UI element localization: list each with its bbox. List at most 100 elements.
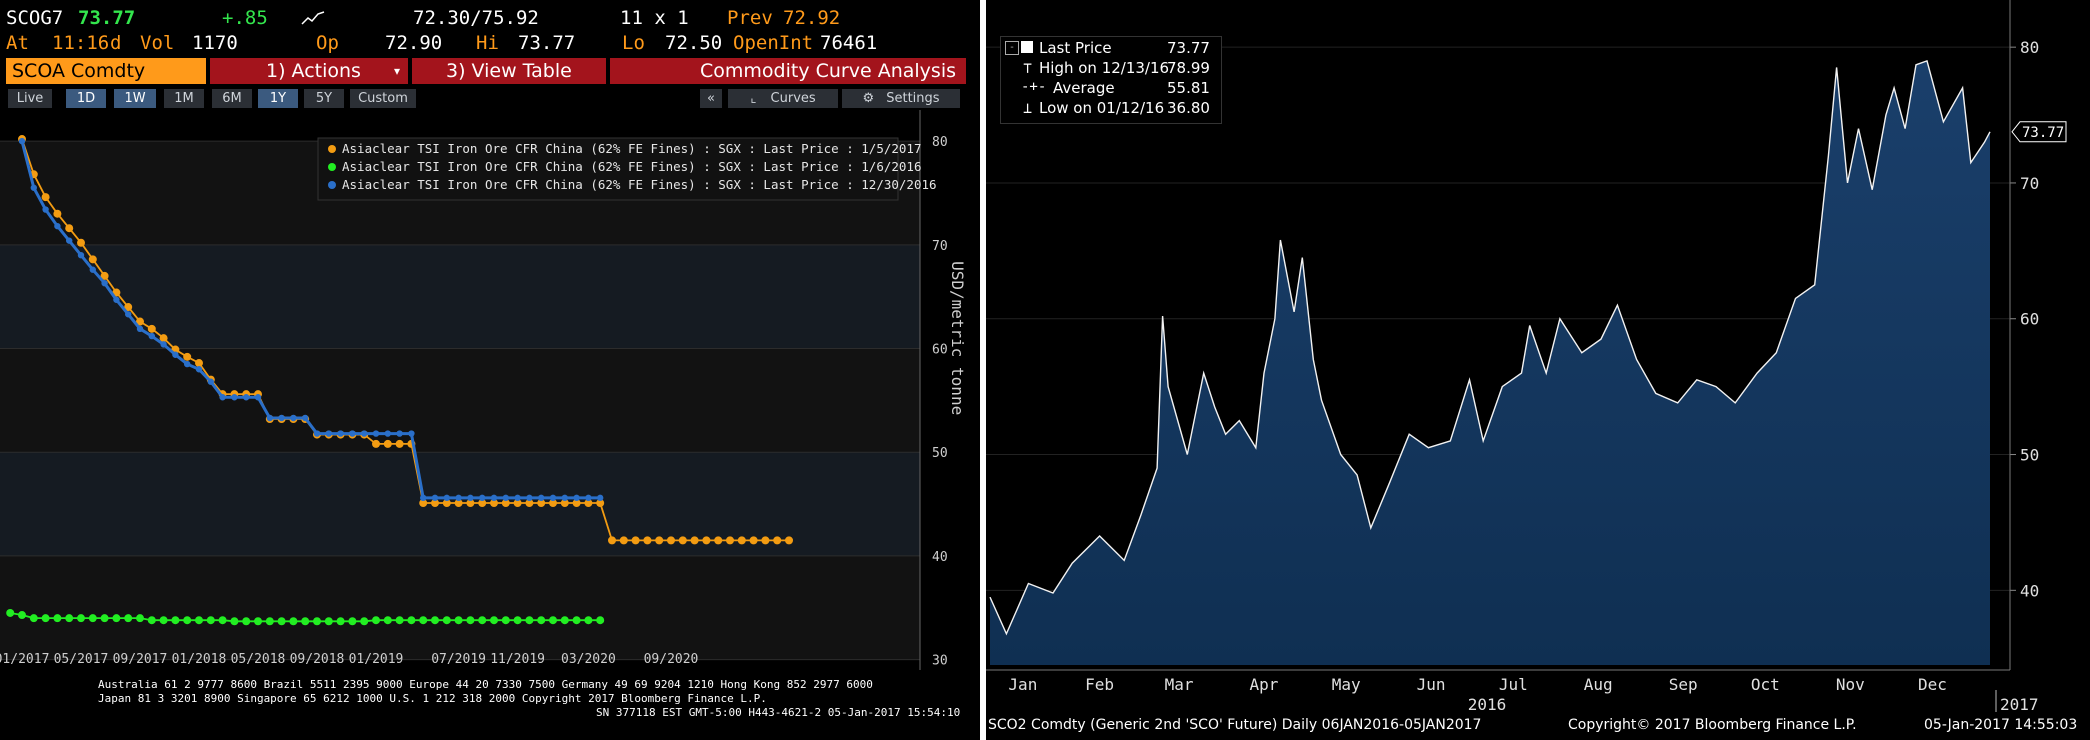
curves-button[interactable]: ⌞ Curves <box>728 89 838 108</box>
point-curve_20161230-48 <box>585 494 592 502</box>
tab-custom[interactable]: Custom <box>350 89 416 108</box>
point-curve_20170105-4 <box>65 224 74 233</box>
point-curve_20170105-46 <box>560 499 569 508</box>
x-tick-label-8: 11/2019 <box>490 652 545 667</box>
point-curve_20170105-61 <box>737 536 746 545</box>
tab-6m[interactable]: 6M <box>212 89 252 108</box>
x-tick-label-1: 05/2017 <box>54 652 109 667</box>
point-curve_20160106-8 <box>100 614 109 623</box>
collapse-button[interactable]: « <box>700 89 722 108</box>
point-curve_20161230-27 <box>337 430 344 437</box>
point-curve_20161230-34 <box>420 494 427 502</box>
point-curve_20160106-42 <box>501 616 510 625</box>
tab-5y[interactable]: 5Y <box>304 89 344 108</box>
point-curve_20160106-21 <box>254 617 262 626</box>
legend-entry-curve_20170105: Asiaclear TSI Iron Ore CFR China (62% FE… <box>342 141 921 156</box>
point-curve_20160106-37 <box>442 616 451 625</box>
x-month-label-4: May <box>1332 675 1361 694</box>
point-curve_20170105-62 <box>749 536 758 545</box>
tab-live[interactable]: Live <box>8 89 52 108</box>
x-month-label-11: Dec <box>1918 675 1947 694</box>
point-curve_20161230-45 <box>549 494 557 502</box>
point-curve_20170105-14 <box>183 352 192 361</box>
point-curve_20160106-39 <box>466 616 475 625</box>
x-tick-label-5: 09/2018 <box>290 652 345 667</box>
point-curve_20160106-4 <box>53 614 62 623</box>
view-table-button[interactable]: 3) View Table <box>412 58 606 84</box>
point-curve_20161230-39 <box>479 494 486 502</box>
point-curve_20161230-40 <box>490 494 498 502</box>
legend: Asiaclear TSI Iron Ore CFR China (62% FE… <box>317 137 937 201</box>
point-curve_20161230-0 <box>18 137 26 145</box>
tab-1d[interactable]: 1D <box>66 89 106 108</box>
security-description: SCO2 Comdty (Generic 2nd 'SCO' Future) D… <box>988 717 1482 733</box>
point-curve_20170105-37 <box>454 499 463 508</box>
low-label: Lo <box>622 32 645 54</box>
settings-button[interactable]: ⚙ Settings <box>842 89 960 108</box>
legend-entry-curve_20161230: Asiaclear TSI Iron Ore CFR China (62% FE… <box>342 177 937 192</box>
point-curve_20161230-12 <box>160 341 167 348</box>
point-curve_20170105-6 <box>88 255 97 264</box>
collapse-icon[interactable]: - <box>1005 41 1019 55</box>
actions-menu[interactable]: 1) Actions ▾ <box>210 58 408 84</box>
point-curve_20170105-56 <box>678 536 687 545</box>
average-marker-icon: -+- <box>1021 79 1047 95</box>
security-field[interactable]: SCOA Comdty <box>6 58 206 84</box>
point-curve_20170105-54 <box>655 536 664 545</box>
price-history-panel: 40 50 60 70 80 73.77 Jan Feb Mar Apr May Jun Jul Aug S… <box>986 0 2090 740</box>
footer-contacts-1: Australia 61 2 9777 8600 Brazil 5511 239… <box>98 678 873 691</box>
point-curve_20160106-28 <box>336 617 345 626</box>
y-band-2 <box>0 348 920 453</box>
x-tick-label-3: 01/2018 <box>172 652 227 667</box>
y-tick-label-80: 80 <box>932 135 948 150</box>
point-curve_20170105-52 <box>631 536 640 545</box>
last-price-value: 73.77 <box>1167 39 1210 57</box>
point-curve_20170105-49 <box>596 499 605 508</box>
curves-label: Curves <box>770 91 816 106</box>
point-curve_20160106-1 <box>18 611 26 620</box>
x-month-label-8: Sep <box>1669 675 1698 694</box>
tab-1m[interactable]: 1M <box>164 89 204 108</box>
tab-1w[interactable]: 1W <box>114 89 156 108</box>
point-curve_20160106-6 <box>77 614 85 623</box>
day-flag: d <box>110 32 122 54</box>
x-tick-label-6: 01/2019 <box>349 652 404 667</box>
volume-label: Vol <box>140 32 175 54</box>
point-curve_20170105-50 <box>608 536 616 545</box>
y-tick-label-70: 70 <box>932 239 948 254</box>
point-curve_20161230-44 <box>538 494 545 502</box>
ticker: SCOG7 <box>6 7 64 29</box>
tab-1y[interactable]: 1Y <box>258 89 298 108</box>
point-curve_20170105-34 <box>419 499 428 508</box>
point-curve_20170105-45 <box>549 499 557 508</box>
y-tick-label-40: 40 <box>2020 581 2039 600</box>
high-value: 78.99 <box>1167 59 1210 77</box>
point-curve_20160106-48 <box>572 616 581 625</box>
point-curve_20160106-22 <box>265 617 274 626</box>
analysis-title: Commodity Curve Analysis <box>610 58 966 84</box>
point-curve_20161230-9 <box>125 311 132 318</box>
x-month-label-10: Nov <box>1836 675 1865 694</box>
trade-time: 11:16 <box>52 32 110 54</box>
timestamp: 05-Jan-2017 14:55:03 <box>1924 717 2078 733</box>
point-curve_20161230-23 <box>290 414 297 422</box>
point-curve_20170105-3 <box>53 209 62 218</box>
point-curve_20160106-26 <box>313 617 321 626</box>
y-band-0 <box>0 555 920 660</box>
point-curve_20170105-39 <box>478 499 487 508</box>
point-curve_20160106-2 <box>29 614 38 623</box>
last-price-label: Last Price <box>1039 39 1112 57</box>
point-curve_20160106-38 <box>454 616 463 625</box>
high-label: Hi <box>476 32 499 54</box>
point-curve_20160106-36 <box>431 616 439 625</box>
last-price: 73.77 <box>78 7 136 29</box>
point-curve_20160106-15 <box>183 616 192 625</box>
low-label: Low on 01/12/16 <box>1039 99 1165 117</box>
x-tick-label-9: 03/2020 <box>561 652 616 667</box>
x-tick-label-0: 01/2017 <box>0 652 49 667</box>
low-value: 36.80 <box>1167 99 1210 117</box>
point-curve_20170105-43 <box>525 499 534 508</box>
point-curve_20161230-3 <box>54 222 61 230</box>
point-curve_20161230-10 <box>136 325 144 333</box>
forward-curve-chart: 30 40 50 60 70 80 USD/metric tonne 01/2017 05/20… <box>0 110 967 670</box>
